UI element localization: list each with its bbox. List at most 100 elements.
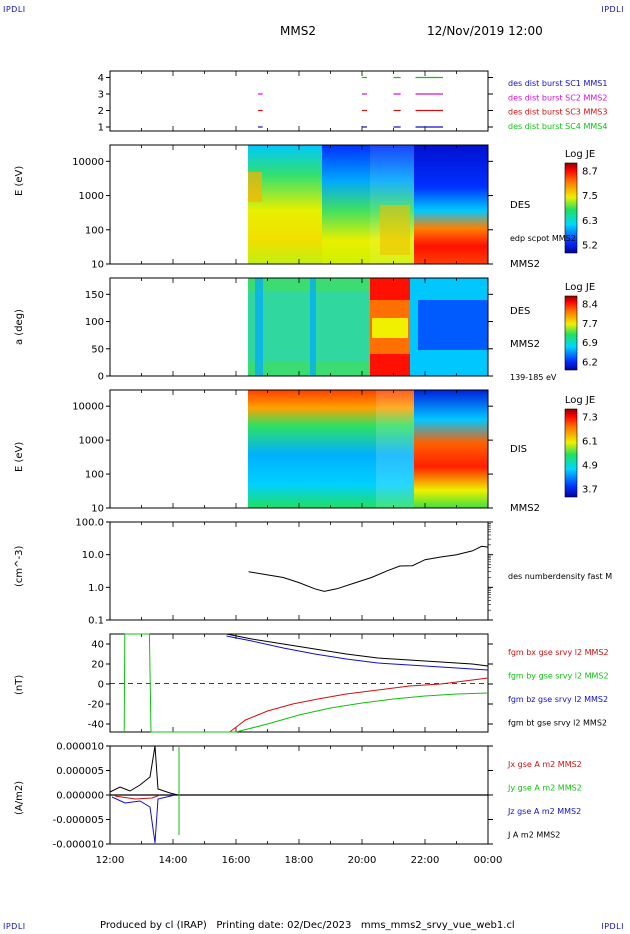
is-side-label: MMS2 xyxy=(510,503,540,514)
es-colorbar xyxy=(564,162,578,254)
pa-colorbar-title: Log JE xyxy=(565,282,595,293)
bfield-series-line xyxy=(123,633,489,733)
is-ytick-label: 100 xyxy=(85,470,104,481)
current-ylabel: (A/m2) xyxy=(14,780,25,815)
es-hotspot xyxy=(248,172,262,202)
density-ytick-label: 100.0 xyxy=(75,518,104,529)
bfield-legend-entry: fgm by gse srvy l2 MMS2 xyxy=(508,672,609,681)
pa-stripe-2 xyxy=(310,278,316,376)
pa-block-1 xyxy=(248,278,370,376)
time-tick-label: 18:00 xyxy=(285,855,314,866)
burst-ytick-label: 1 xyxy=(98,123,104,134)
pa-ytick-label: 100 xyxy=(85,317,104,328)
time-tick-label: 16:00 xyxy=(222,855,251,866)
is-ytick-label: 10000 xyxy=(72,402,104,413)
burst-ytick-label: 2 xyxy=(98,106,104,117)
bfield-panel: -40 -20 0 20 40 fgm bx gse srvy l2 MMS2 fgm b… xyxy=(88,633,609,733)
current-legend-entry: J A m2 MMS2 xyxy=(507,831,560,840)
is-ytick-label: 10 xyxy=(91,504,104,515)
pa-colorbar xyxy=(564,295,578,371)
burst-legend-entry: des dist burst SC1 MMS1 xyxy=(508,79,607,88)
pa-colorbar-tick: 6.9 xyxy=(582,338,598,349)
es-colorbar-tick: 8.7 xyxy=(582,167,598,178)
pa-band-bottom xyxy=(248,362,370,376)
bfield-legend-entry: fgm bz gse srvy l2 MMS2 xyxy=(508,695,608,704)
burst-ytick-label: 3 xyxy=(98,90,104,101)
pa-ylabel: a (deg) xyxy=(14,309,25,345)
is-colorbar-title: Log JE xyxy=(565,395,595,406)
burst-frame xyxy=(109,70,489,132)
is-ytick-label: 1000 xyxy=(79,436,104,447)
ion-spectrogram-panel: 10 100 1000 10000 Log JE 7.3 6.1 4.9 3.7 DIS MMS… xyxy=(72,389,598,515)
is-colorbar-tick: 7.3 xyxy=(582,413,598,424)
bfield-ytick-label: 40 xyxy=(91,640,104,651)
burst-panel: 1 2 3 4 des dist burst SC1 MMS1 des dist bur… xyxy=(98,70,607,134)
bfield-ytick-label: -40 xyxy=(88,720,104,731)
footer-produced-by: Produced by cl (IRAP) xyxy=(100,920,207,931)
current-legend-entry: Jz gse A m2 MMS2 xyxy=(507,807,581,816)
current-ytick-label: 0.000010 xyxy=(56,742,104,753)
current-legend-entry: Jy gse A m2 MMS2 xyxy=(507,784,582,793)
datetime-title: 12/Nov/2019 12:00 xyxy=(427,24,543,38)
electron-spectrogram-panel: 10 100 1000 10000 Log JE 8.7 7.5 6.3 5.2 DES edp… xyxy=(72,144,598,271)
burst-legend-entry: des dist burst SC3 MMS3 xyxy=(508,108,607,117)
pa-side-label: MMS2 xyxy=(510,339,540,350)
es-ytick-label: 100 xyxy=(85,225,104,236)
pitch-angle-panel: 0 50 100 150 Log JE 8.4 7.7 6.9 6.2 DES MMS2 139-… xyxy=(85,277,598,383)
is-colorbar xyxy=(564,408,578,498)
burst-ytick-label: 4 xyxy=(98,73,104,84)
bfield-ytick-label: -20 xyxy=(88,700,104,711)
pa-band-top xyxy=(248,278,370,292)
es-block-4 xyxy=(414,145,488,264)
corner-label-bottom-left: IPDLI xyxy=(3,922,26,931)
density-ytick-label: 0.1 xyxy=(88,616,104,627)
current-j-line xyxy=(109,745,179,796)
is-block-1 xyxy=(248,390,376,508)
density-ylabel: (cm^-3) xyxy=(14,545,25,587)
es-colorbar-tick: 5.2 xyxy=(582,241,598,252)
es-side-label: MMS2 xyxy=(510,259,540,270)
pa-ytick-label: 0 xyxy=(98,372,104,383)
density-frame xyxy=(109,521,489,621)
pa-ytick-label: 150 xyxy=(85,290,104,301)
footer-script: mms_mms2_srvy_vue_web1.cl xyxy=(360,920,515,931)
bfield-ytick-label: 0 xyxy=(98,680,104,691)
es-colorbar-title: Log JE xyxy=(565,149,595,160)
corner-label-bottom-right: IPDLI xyxy=(601,922,624,931)
pa-stripe-1 xyxy=(255,278,263,376)
time-tick-label: 20:00 xyxy=(348,855,377,866)
density-ytick-label: 10.0 xyxy=(82,550,104,561)
footer-printing-date: Printing date: 02/Dec/2023 xyxy=(216,920,352,931)
es-block-1 xyxy=(248,145,322,264)
es-side-label: edp scpot MMS2 xyxy=(510,234,576,243)
pa-block-2-top xyxy=(370,278,410,300)
pa-side-label: 139-185 eV xyxy=(510,373,557,382)
current-jz-line xyxy=(111,794,176,844)
es-block-3b xyxy=(380,205,410,255)
bfield-legend-entry: fgm bt gse srvy l2 MMS2 xyxy=(508,719,607,728)
is-block-2 xyxy=(376,390,414,508)
es-ytick-label: 10000 xyxy=(72,157,104,168)
is-ylabel: E (eV) xyxy=(14,441,25,472)
pa-block-2-bottom xyxy=(370,354,410,376)
current-panel: -0.000010 -0.000005 0.000000 0.000005 0.0000… xyxy=(53,742,582,867)
corner-label-top-left: IPDLI xyxy=(3,5,26,14)
density-panel: 0.1 1.0 10.0 100.0 des numberdensity fast M xyxy=(75,518,612,627)
is-colorbar-tick: 6.1 xyxy=(582,437,598,448)
current-jx-line xyxy=(114,794,161,800)
is-colorbar-tick: 4.9 xyxy=(582,461,598,472)
es-block-2 xyxy=(322,145,370,264)
pa-block-2-mid xyxy=(372,318,408,338)
footer: Produced by cl (IRAP) Printing date: 02/… xyxy=(100,920,515,931)
current-ytick-label: 0.000005 xyxy=(56,766,104,777)
bfield-legend-entry: fgm bx gse srvy l2 MMS2 xyxy=(508,648,609,657)
bfield-frame xyxy=(109,633,489,733)
es-ytick-label: 1000 xyxy=(79,191,104,202)
burst-legend-entry: des dist burst SC4 MMS4 xyxy=(508,122,607,131)
density-ytick-label: 1.0 xyxy=(88,583,104,594)
current-ytick-label: -0.000010 xyxy=(53,840,104,851)
is-colorbar-tick: 3.7 xyxy=(582,485,598,496)
time-tick-label: 12:00 xyxy=(96,855,125,866)
pa-ytick-label: 50 xyxy=(91,344,104,355)
